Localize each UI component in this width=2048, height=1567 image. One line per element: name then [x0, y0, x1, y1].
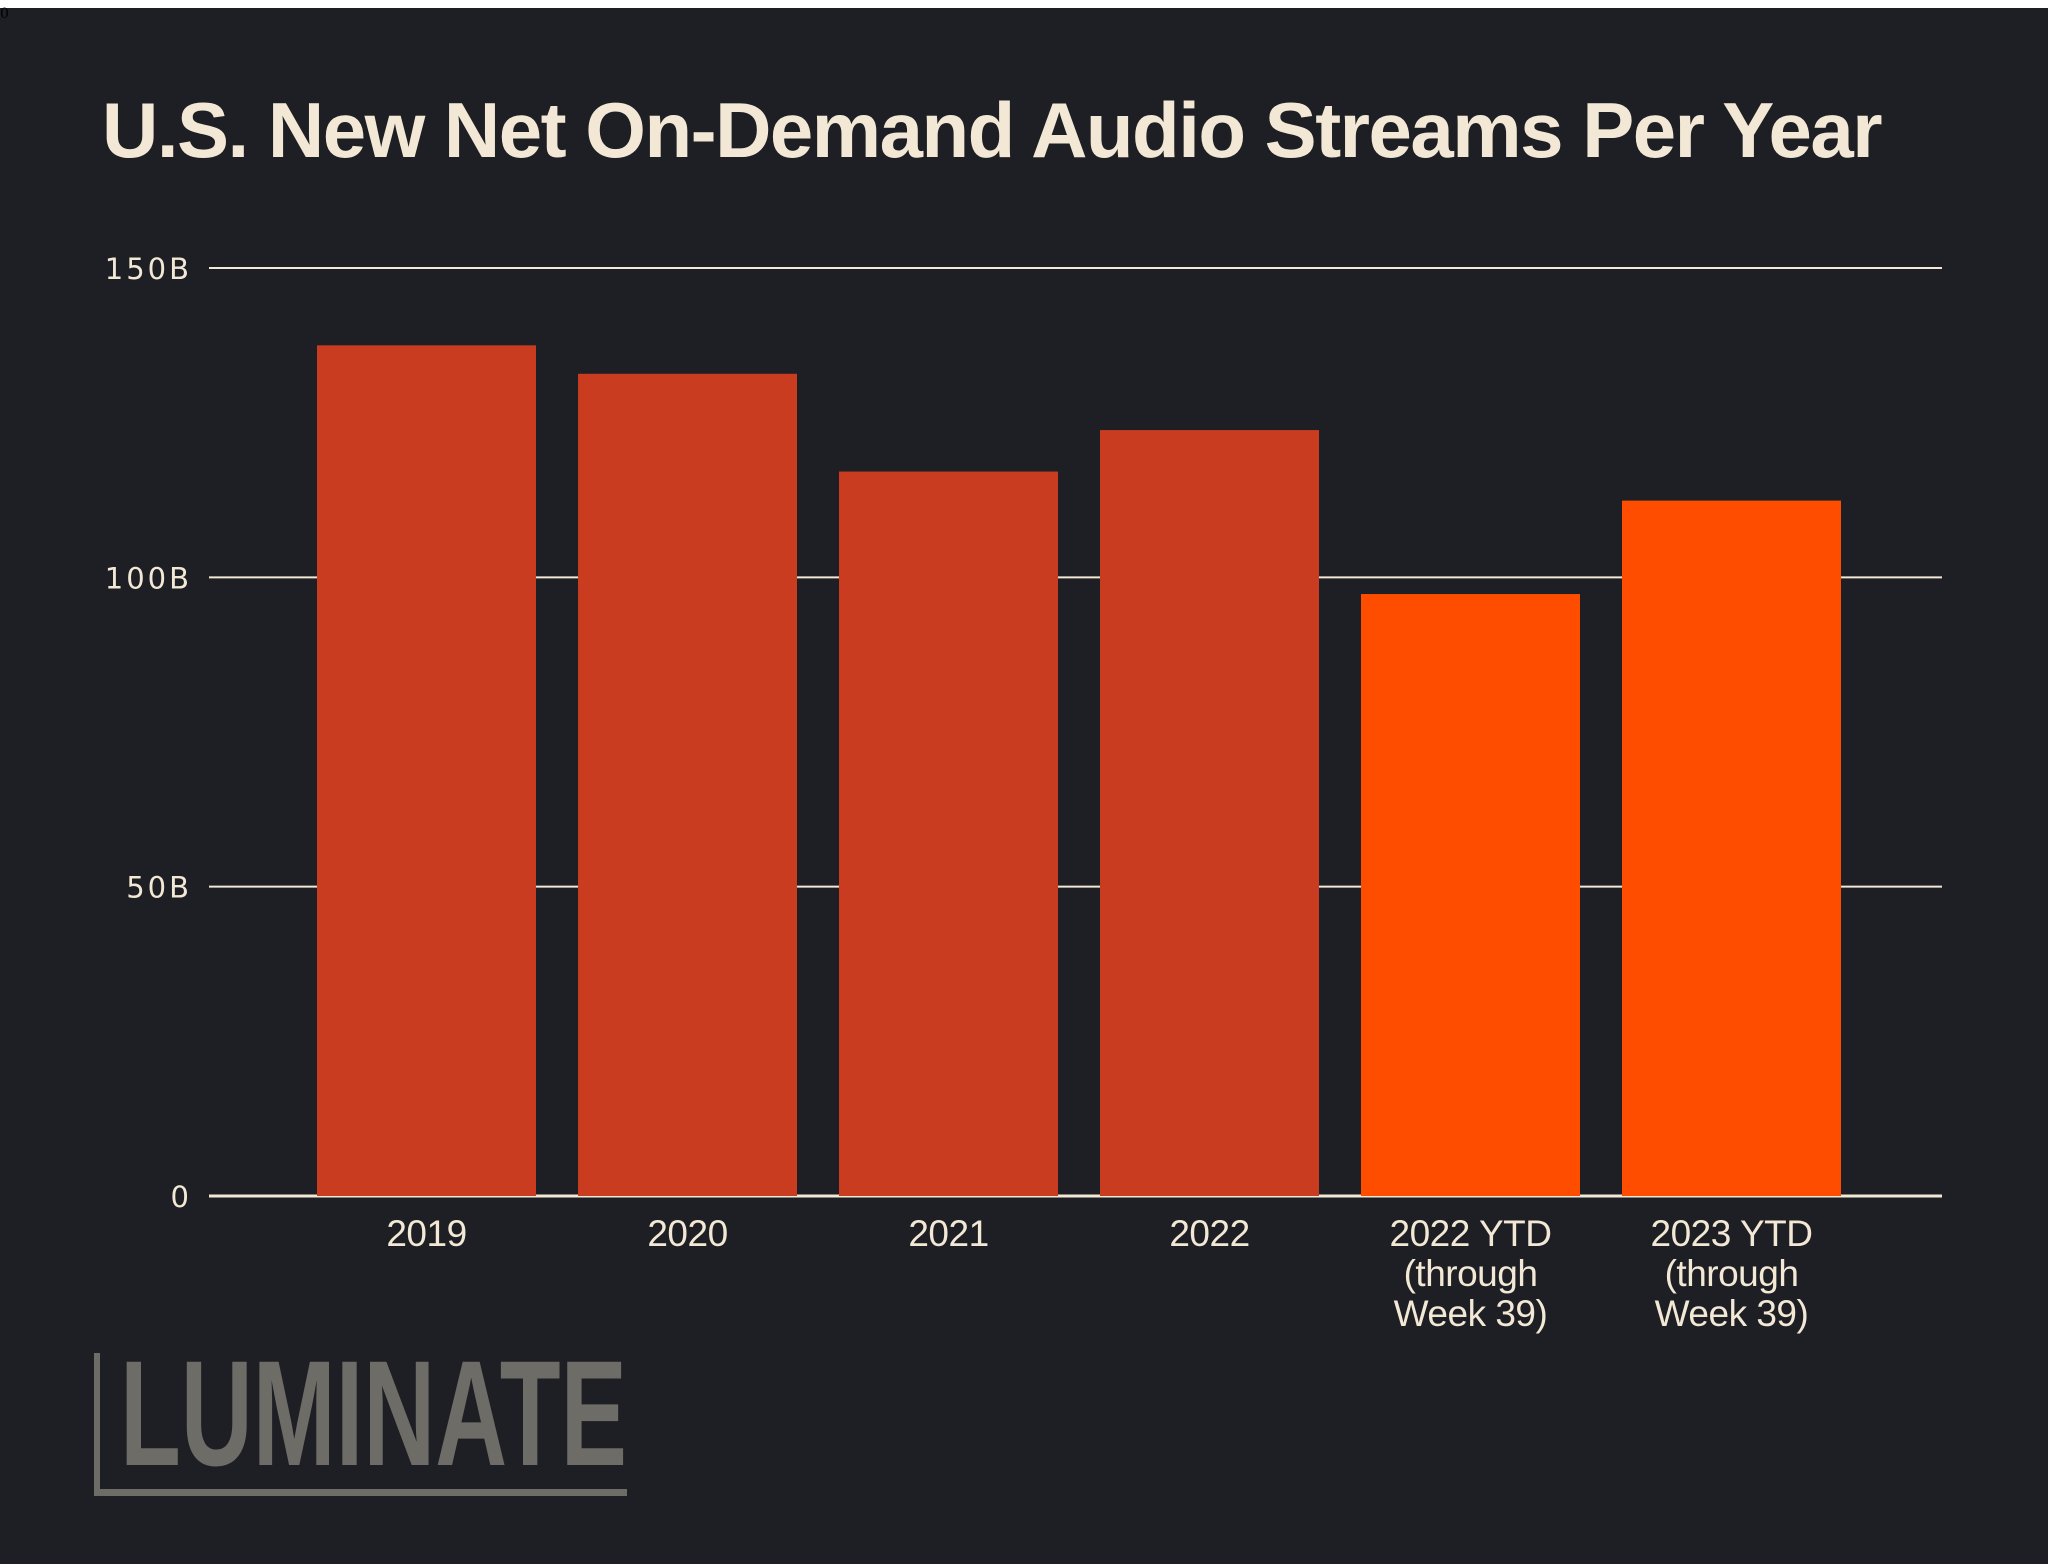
bars: [317, 345, 1841, 1196]
y-tick-label: 100B: [105, 561, 192, 595]
x-tick-label: 2020: [647, 1213, 727, 1254]
bar: [1361, 594, 1580, 1196]
x-tick-label: 2019: [386, 1213, 466, 1254]
bar-chart: U.S. New Net On-Demand Audio Streams Per…: [94, 86, 1942, 1497]
x-tick-label: (through: [1665, 1253, 1799, 1294]
x-tick-label: 2021: [908, 1213, 988, 1254]
chart-title: U.S. New Net On-Demand Audio Streams Per…: [102, 86, 1882, 174]
x-tick-label: (through: [1404, 1253, 1538, 1294]
x-tick-label: Week 39): [1655, 1293, 1809, 1334]
logo-bracket-horizontal: [94, 1489, 627, 1496]
x-tick-label: 2022 YTD: [1390, 1213, 1552, 1254]
chart-panel: U.S. New Net On-Demand Audio Streams Per…: [0, 8, 2048, 1564]
x-tick-label: 2022: [1169, 1213, 1249, 1254]
bar: [839, 471, 1058, 1196]
y-tick-label: 0: [171, 1180, 192, 1214]
x-tick-label: 2023 YTD: [1651, 1213, 1813, 1254]
bar: [317, 345, 536, 1196]
stray-text: 0: [0, 6, 9, 22]
bar: [1100, 430, 1319, 1196]
y-tick-label: 50B: [126, 871, 192, 905]
luminate-logo: LUMINATE: [94, 1329, 627, 1497]
x-tick-label: Week 39): [1394, 1293, 1548, 1334]
logo-bracket-vertical: [94, 1353, 100, 1496]
logo-text: LUMINATE: [120, 1329, 627, 1497]
y-tick-label: 150B: [105, 252, 192, 286]
bar: [1622, 500, 1841, 1196]
bar: [578, 373, 797, 1196]
